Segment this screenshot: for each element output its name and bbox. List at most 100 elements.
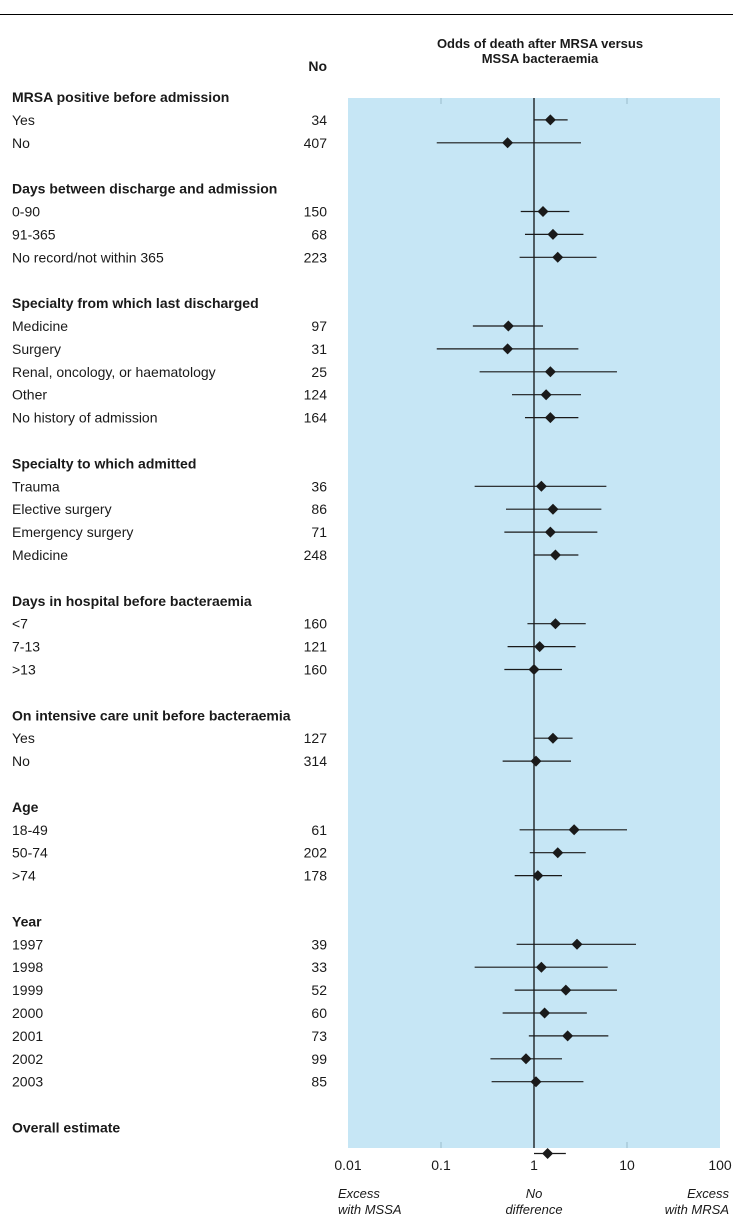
group-heading: Specialty from which last discharged (12, 295, 259, 311)
estimate-marker (571, 938, 583, 950)
row-count: 60 (311, 1005, 327, 1021)
annotation-no-difference: difference (505, 1202, 562, 1217)
row-label: No record/not within 365 (12, 249, 164, 265)
estimate-marker (560, 984, 572, 996)
row-label: Emergency surgery (12, 524, 133, 540)
row-count: 97 (311, 318, 327, 334)
group-heading: Days in hospital before bacteraemia (12, 593, 252, 609)
annotation-excess-mrsa: with MRSA (665, 1202, 729, 1217)
annotation-no-difference: No (526, 1186, 543, 1201)
row-label: 91-365 (12, 226, 56, 242)
estimate-marker (539, 1007, 551, 1019)
row-count: 178 (304, 868, 328, 884)
row-label: Yes (12, 730, 35, 746)
estimate-marker (530, 755, 542, 767)
estimate-marker (532, 870, 544, 882)
estimate-marker (544, 412, 556, 424)
row-label: Yes (12, 112, 35, 128)
row-label: 1999 (12, 982, 43, 998)
row-label: Elective surgery (12, 501, 112, 517)
row-label: Renal, oncology, or haematology (12, 364, 216, 380)
row-label: 2001 (12, 1028, 43, 1044)
estimate-marker (530, 1076, 542, 1088)
row-label: Medicine (12, 547, 68, 563)
estimate-marker (552, 251, 564, 263)
row-label: Medicine (12, 318, 68, 334)
estimate-marker (537, 206, 549, 217)
row-label: 1998 (12, 959, 43, 975)
row-label: 18-49 (12, 822, 48, 838)
estimate-marker (562, 1030, 574, 1042)
row-count: 34 (311, 112, 327, 128)
estimate-marker (502, 137, 514, 149)
annotation-excess-mssa: Excess (338, 1186, 380, 1201)
row-count: 68 (311, 226, 327, 242)
row-label: Trauma (12, 478, 60, 494)
row-count: 86 (311, 501, 327, 517)
estimate-marker (552, 847, 564, 859)
estimate-marker (502, 320, 514, 332)
row-count: 71 (311, 524, 327, 540)
row-count: 160 (304, 616, 328, 632)
estimate-marker (535, 961, 547, 973)
x-tick-label: 10 (619, 1157, 635, 1173)
x-tick-label: 0.01 (334, 1157, 361, 1173)
x-tick-label: 0.1 (431, 1157, 451, 1173)
row-label: 0-90 (12, 204, 40, 220)
row-count: 248 (304, 547, 328, 563)
row-label: 2002 (12, 1051, 43, 1067)
annotation-excess-mrsa: Excess (687, 1186, 729, 1201)
row-label: 2003 (12, 1074, 43, 1090)
row-count: 36 (311, 478, 327, 494)
top-rule (0, 14, 733, 15)
estimate-marker (547, 732, 559, 744)
row-count: 52 (311, 982, 327, 998)
row-count: 31 (311, 341, 327, 357)
row-count: 33 (311, 959, 327, 975)
estimate-marker (568, 824, 580, 836)
group-heading: Overall estimate (12, 1120, 120, 1136)
estimate-marker (544, 114, 556, 126)
row-count: 150 (304, 204, 328, 220)
row-label: No history of admission (12, 410, 158, 426)
row-label: 7-13 (12, 639, 40, 655)
estimate-marker (544, 366, 556, 378)
row-count: 99 (311, 1051, 327, 1067)
estimate-marker (528, 664, 540, 675)
row-count: 202 (304, 845, 328, 861)
overall-estimate-marker (542, 1148, 554, 1159)
row-count: 160 (304, 662, 328, 678)
row-count: 407 (304, 135, 328, 151)
row-count: 85 (311, 1074, 327, 1090)
row-label: Other (12, 387, 47, 403)
plot-title: Odds of death after MRSA versus MSSA bac… (436, 36, 644, 66)
row-count: 124 (304, 387, 328, 403)
row-label: >74 (12, 868, 36, 884)
estimate-marker (502, 343, 514, 355)
estimate-marker (520, 1053, 532, 1065)
row-count: 127 (304, 730, 328, 746)
row-count: 61 (311, 822, 327, 838)
estimate-marker (544, 526, 556, 538)
estimate-marker (535, 480, 547, 492)
row-label: 2000 (12, 1005, 43, 1021)
row-count: 25 (311, 364, 327, 380)
row-label: 50-74 (12, 845, 48, 861)
group-heading: Specialty to which admitted (12, 455, 196, 471)
row-label: No (12, 753, 30, 769)
estimate-marker (534, 641, 546, 653)
row-count: 121 (304, 639, 328, 655)
group-heading: Year (12, 913, 42, 929)
row-count: 314 (304, 753, 328, 769)
row-label: 1997 (12, 936, 43, 952)
group-heading: Days between discharge and admission (12, 181, 277, 197)
x-tick-label: 100 (708, 1157, 732, 1173)
count-column-header: No (308, 58, 327, 74)
estimate-marker (540, 389, 552, 401)
row-count: 223 (304, 249, 328, 265)
estimate-marker (549, 549, 561, 561)
estimate-marker (547, 503, 559, 515)
annotation-excess-mssa: with MSSA (338, 1202, 402, 1217)
estimate-marker (547, 228, 559, 240)
